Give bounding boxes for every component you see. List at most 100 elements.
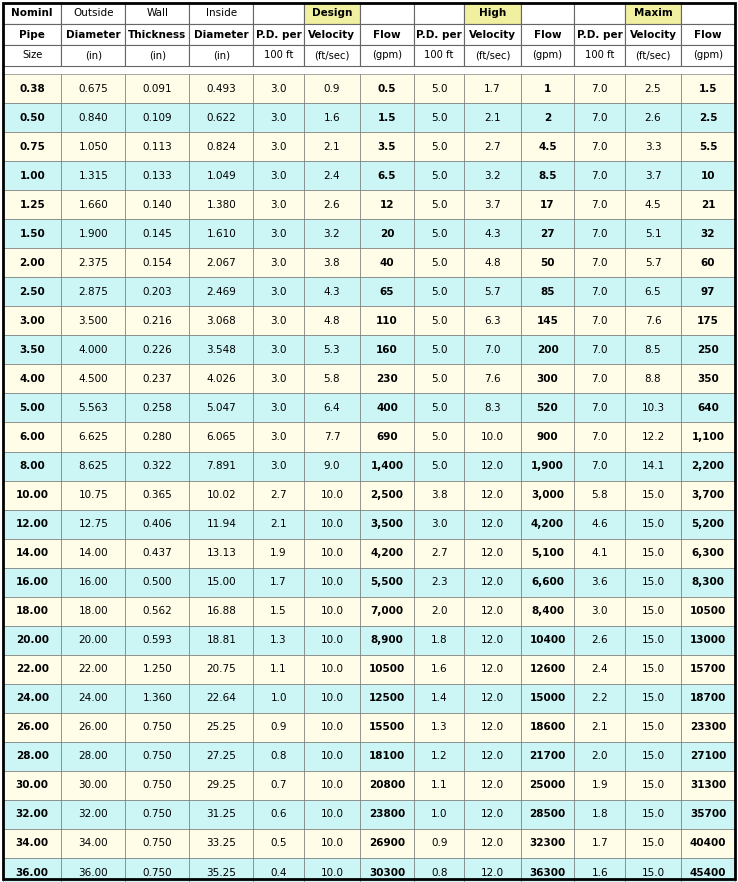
Text: 1.5: 1.5: [378, 113, 396, 123]
Bar: [414, 3, 464, 24]
Bar: [3, 858, 61, 882]
Bar: [253, 654, 304, 684]
Text: 11.94: 11.94: [207, 519, 236, 529]
Text: 8.5: 8.5: [538, 170, 556, 181]
Text: 8.3: 8.3: [484, 403, 501, 413]
Text: 0.258: 0.258: [142, 403, 172, 413]
Bar: [125, 625, 190, 654]
Text: 9.0: 9.0: [324, 461, 340, 471]
Bar: [464, 248, 520, 277]
Bar: [304, 800, 360, 829]
Bar: [464, 335, 520, 364]
Bar: [304, 191, 360, 220]
Bar: [625, 771, 681, 800]
Bar: [125, 568, 190, 597]
Bar: [190, 625, 253, 654]
Bar: [414, 771, 464, 800]
Bar: [61, 24, 125, 45]
Bar: [464, 713, 520, 742]
Text: 0.109: 0.109: [142, 113, 172, 123]
Bar: [414, 568, 464, 597]
Bar: [681, 335, 735, 364]
Text: 12.0: 12.0: [481, 548, 504, 558]
Bar: [464, 858, 520, 882]
Bar: [625, 248, 681, 277]
Bar: [625, 191, 681, 220]
Text: 12.0: 12.0: [481, 577, 504, 587]
Bar: [681, 393, 735, 422]
Bar: [520, 393, 574, 422]
Text: 23300: 23300: [690, 722, 726, 732]
Text: 2.1: 2.1: [270, 519, 287, 529]
Bar: [574, 335, 625, 364]
Bar: [190, 539, 253, 568]
Text: 5.047: 5.047: [207, 403, 236, 413]
Bar: [61, 393, 125, 422]
Bar: [304, 452, 360, 481]
Text: 4.026: 4.026: [207, 374, 236, 384]
Bar: [61, 3, 125, 24]
Text: 12.0: 12.0: [481, 839, 504, 848]
Text: 4.000: 4.000: [79, 345, 108, 355]
Bar: [360, 24, 414, 45]
Bar: [253, 45, 304, 66]
Text: 0.750: 0.750: [142, 810, 172, 819]
Text: 0.4: 0.4: [270, 868, 287, 878]
Text: 12.2: 12.2: [641, 432, 665, 442]
Text: 5.0: 5.0: [431, 345, 447, 355]
Bar: [3, 654, 61, 684]
Bar: [574, 452, 625, 481]
Text: 160: 160: [376, 345, 398, 355]
Bar: [304, 829, 360, 858]
Bar: [190, 422, 253, 452]
Text: 50: 50: [540, 258, 555, 268]
Text: 2.1: 2.1: [591, 722, 608, 732]
Bar: [681, 510, 735, 539]
Text: 7.0: 7.0: [591, 170, 608, 181]
Text: 1.360: 1.360: [142, 693, 172, 703]
Bar: [304, 248, 360, 277]
Bar: [625, 858, 681, 882]
Text: 0.406: 0.406: [142, 519, 172, 529]
Text: 7.0: 7.0: [591, 113, 608, 123]
Text: 7.0: 7.0: [591, 316, 608, 325]
Bar: [190, 829, 253, 858]
Bar: [360, 3, 414, 24]
Bar: [304, 220, 360, 248]
Text: 6.5: 6.5: [645, 287, 661, 297]
Bar: [520, 45, 574, 66]
Text: 2,500: 2,500: [370, 490, 404, 500]
Text: Thickness: Thickness: [128, 29, 187, 40]
Bar: [190, 306, 253, 335]
Text: 12600: 12600: [529, 664, 565, 674]
Bar: [520, 597, 574, 625]
Bar: [190, 45, 253, 66]
Bar: [625, 539, 681, 568]
Bar: [681, 45, 735, 66]
Text: 15.00: 15.00: [207, 577, 236, 587]
Bar: [61, 800, 125, 829]
Bar: [414, 364, 464, 393]
Text: 10.00: 10.00: [15, 490, 49, 500]
Bar: [414, 713, 464, 742]
Text: 12.0: 12.0: [481, 461, 504, 471]
Text: 0.6: 0.6: [270, 810, 287, 819]
Text: 14.1: 14.1: [641, 461, 665, 471]
Bar: [625, 132, 681, 161]
Bar: [681, 829, 735, 858]
Bar: [3, 220, 61, 248]
Bar: [520, 191, 574, 220]
Text: 12: 12: [380, 199, 394, 210]
Text: 2.4: 2.4: [324, 170, 340, 181]
Text: 0.8: 0.8: [431, 868, 447, 878]
Text: 3.3: 3.3: [645, 142, 661, 152]
Bar: [190, 452, 253, 481]
Text: 0.622: 0.622: [207, 113, 236, 123]
Text: 3.500: 3.500: [78, 316, 108, 325]
Bar: [681, 3, 735, 24]
Bar: [414, 335, 464, 364]
Text: 27.25: 27.25: [207, 751, 236, 761]
Bar: [681, 24, 735, 45]
Bar: [125, 858, 190, 882]
Bar: [464, 45, 520, 66]
